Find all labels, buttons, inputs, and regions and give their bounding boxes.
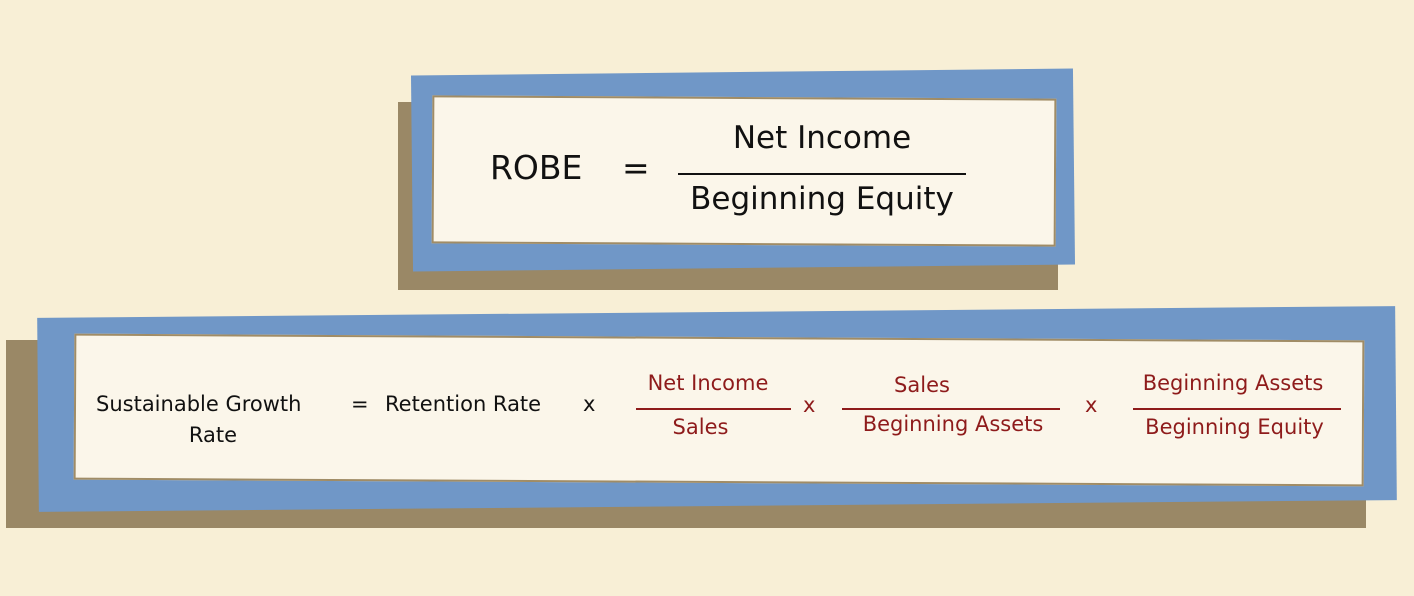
sgr-retention: Retention Rate [385, 392, 542, 416]
sgr-frac1-denominator: Sales [672, 415, 729, 439]
robe-numerator: Net Income [732, 120, 912, 156]
sgr-frac3-denominator: Beginning Equity [1145, 415, 1324, 439]
sgr-times-2: x [803, 393, 816, 417]
sgr-frac3-bar [1133, 408, 1341, 410]
sgr-frac3-numerator: Beginning Assets [1142, 371, 1324, 395]
robe-fraction-bar [678, 173, 966, 175]
sgr-times-3: x [1085, 393, 1098, 417]
robe-equals: = [622, 148, 650, 187]
sgr-times-1: x [583, 392, 596, 416]
sgr-lhs-line2: Rate [188, 423, 238, 447]
sgr-frac2-numerator: Sales [894, 373, 950, 397]
sgr-frac1-numerator: Net Income [647, 371, 769, 395]
robe-lhs: ROBE [490, 148, 583, 187]
sgr-frac2-bar [842, 408, 1060, 410]
sgr-frac2-denominator: Beginning Assets [862, 412, 1044, 436]
sgr-lhs-line1: Sustainable Growth [96, 392, 302, 416]
sgr-equals: = [351, 392, 369, 416]
sgr-frac1-bar [636, 408, 791, 410]
robe-denominator: Beginning Equity [690, 181, 954, 217]
